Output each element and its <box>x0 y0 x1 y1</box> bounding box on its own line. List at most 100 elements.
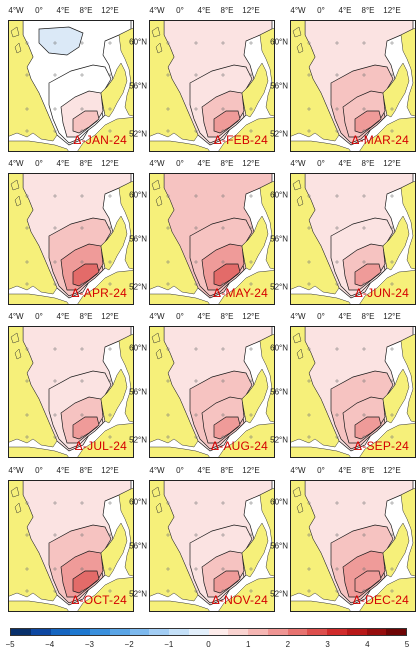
longitude-label: 0° <box>176 6 184 15</box>
graticule-mark <box>80 41 84 45</box>
longitude-label: 8°E <box>220 159 234 168</box>
latitude-label: 52°N <box>129 589 147 599</box>
land-mass <box>291 293 351 304</box>
latitude-label: 60°N <box>129 37 147 47</box>
colorbar-segment <box>169 629 189 635</box>
graticule-mark <box>307 413 311 417</box>
graticule-mark <box>335 567 339 571</box>
land-mass <box>77 117 133 151</box>
month-label: Δ-MAR-24 <box>351 133 409 147</box>
longitude-label: 4°W <box>149 159 165 168</box>
graticule-mark <box>108 282 112 286</box>
graticule-mark <box>390 73 394 77</box>
graticule-mark <box>249 533 253 537</box>
graticule-mark <box>25 107 29 111</box>
graticule-mark <box>108 435 112 439</box>
land-mass <box>118 334 133 423</box>
graticule-mark <box>80 567 84 571</box>
land-mass <box>151 179 161 191</box>
month-label: Δ-JUN-24 <box>354 286 409 300</box>
graticule-mark <box>53 226 57 230</box>
colorbar-segment <box>50 629 71 635</box>
longitude-label: 12°E <box>383 312 401 321</box>
latitude-label: 52°N <box>129 282 147 292</box>
longitude-label: 0° <box>317 466 325 475</box>
graticule-mark <box>221 589 225 593</box>
land-mass <box>259 181 274 270</box>
anomaly-band-3 <box>354 416 382 440</box>
colorbar-segment <box>30 629 51 635</box>
colorbar-segment <box>327 629 347 635</box>
land-mass <box>218 117 274 151</box>
longitude-label: 4°E <box>56 159 70 168</box>
graticule-mark <box>25 260 29 264</box>
graticule-mark <box>166 73 170 77</box>
month-label: Δ-NOV-24 <box>211 593 268 607</box>
graticule-mark <box>335 194 339 198</box>
land-mass <box>10 179 20 191</box>
latitude-label: 52°N <box>129 129 147 139</box>
graticule-mark <box>53 435 57 439</box>
colorbar-tick-label: 3 <box>325 640 330 649</box>
map-canvas <box>9 21 133 151</box>
land-mass <box>14 195 22 207</box>
longitude-label: 4°W <box>8 159 24 168</box>
graticule-mark <box>335 379 339 383</box>
month-label: Δ-FEB-24 <box>213 133 268 147</box>
map-canvas <box>291 481 415 611</box>
graticule-mark <box>335 282 339 286</box>
month-label: Δ-APR-24 <box>71 286 127 300</box>
longitude-label: 12°E <box>101 6 119 15</box>
longitude-label: 0° <box>176 466 184 475</box>
longitude-label: 12°E <box>242 159 260 168</box>
map-panel: 4°W 0° 4°E 8°E 12°E 60°N 56°N 52°N Δ-AUG-24 <box>129 312 275 458</box>
land-mass <box>14 42 22 54</box>
land-mass <box>296 195 304 207</box>
longitude-label: 4°E <box>338 312 352 321</box>
anomaly-map: Δ-JUL-24 <box>8 326 134 458</box>
graticule-mark <box>80 129 84 133</box>
graticule-mark <box>25 379 29 383</box>
graticule-mark <box>194 107 198 111</box>
graticule-mark <box>80 260 84 264</box>
land-mass <box>150 446 210 457</box>
graticule-mark <box>194 435 198 439</box>
graticule-mark <box>194 226 198 230</box>
graticule-mark <box>25 41 29 45</box>
map-canvas <box>150 481 274 611</box>
latitude-label: 52°N <box>129 435 147 445</box>
graticule-mark <box>194 413 198 417</box>
graticule-mark <box>362 282 366 286</box>
graticule-mark <box>221 41 225 45</box>
graticule-mark <box>80 533 84 537</box>
anomaly-band-3 <box>213 110 241 134</box>
map-panel: 4°W 0° 4°E 8°E 12°E 60°N 56°N 52°N Δ-SEP-24 <box>270 312 416 458</box>
longitude-label: 4°W <box>8 312 24 321</box>
land-mass <box>118 488 133 577</box>
graticule-mark <box>335 226 339 230</box>
graticule-mark <box>362 41 366 45</box>
land-mass <box>400 334 415 423</box>
graticule-mark <box>362 501 366 505</box>
graticule-mark <box>362 107 366 111</box>
graticule-mark <box>362 413 366 417</box>
colorbar-segment <box>70 629 90 635</box>
graticule-mark <box>166 533 170 537</box>
graticule-mark <box>80 435 84 439</box>
graticule-mark <box>307 567 311 571</box>
graticule-mark <box>335 435 339 439</box>
latitude-label: 56°N <box>129 387 147 397</box>
land-mass <box>218 423 274 457</box>
latitude-label: 52°N <box>270 435 288 445</box>
longitude-label: 8°E <box>220 6 234 15</box>
land-mass <box>118 181 133 270</box>
month-label: Δ-JAN-24 <box>73 133 127 147</box>
land-mass <box>218 270 274 304</box>
longitude-label: 12°E <box>383 466 401 475</box>
longitude-label: 8°E <box>361 159 375 168</box>
anomaly-map: Δ-AUG-24 <box>149 326 275 458</box>
graticule-mark <box>108 379 112 383</box>
graticule-mark <box>108 226 112 230</box>
graticule-mark <box>390 589 394 593</box>
graticule-mark <box>108 533 112 537</box>
